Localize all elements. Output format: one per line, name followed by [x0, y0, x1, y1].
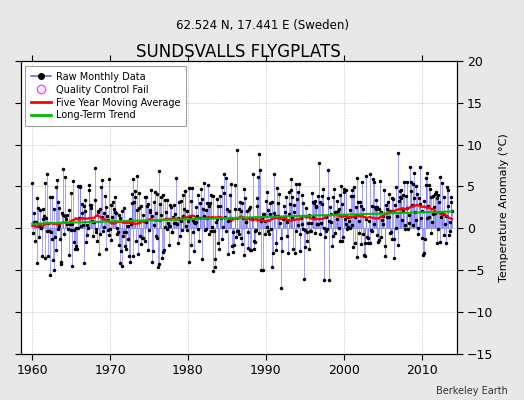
Text: 62.524 N, 17.441 E (Sweden): 62.524 N, 17.441 E (Sweden) — [176, 20, 348, 32]
Y-axis label: Temperature Anomaly (°C): Temperature Anomaly (°C) — [499, 133, 509, 282]
Legend: Raw Monthly Data, Quality Control Fail, Five Year Moving Average, Long-Term Tren: Raw Monthly Data, Quality Control Fail, … — [26, 66, 186, 126]
Text: Berkeley Earth: Berkeley Earth — [436, 386, 508, 396]
Title: SUNDSVALLS FLYGPLATS: SUNDSVALLS FLYGPLATS — [136, 43, 341, 61]
